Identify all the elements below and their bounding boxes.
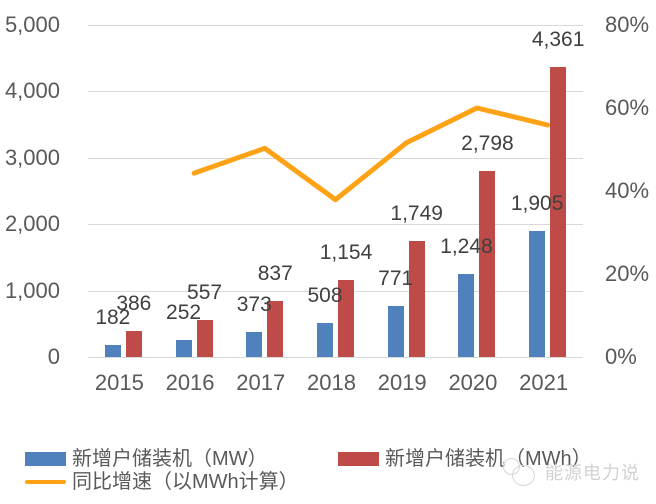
bar-mwh-2021 (550, 67, 567, 357)
x-axis-label-2017: 2017 (236, 370, 286, 395)
gridline (88, 357, 583, 358)
watermark: 能源电力说 (503, 458, 640, 486)
bar-mw-2020 (458, 274, 475, 357)
legend-item-mw: 新增户储装机（MW） (25, 448, 268, 470)
bar-mwh-2017 (267, 301, 284, 357)
watermark-text: 能源电力说 (545, 463, 640, 483)
data-label-mwh-2015: 386 (116, 292, 152, 316)
bar-mwh-2019 (408, 240, 425, 357)
gridline (88, 91, 583, 93)
data-label-mw-2018: 508 (307, 284, 343, 308)
left-axis-tick-label: 5,000 (4, 12, 60, 37)
data-label-mw-2017: 373 (236, 293, 272, 317)
data-label-mwh-2020: 2,798 (461, 132, 514, 156)
gridline (88, 25, 583, 26)
legend-swatch-mwh (338, 452, 379, 466)
x-axis-label-2021: 2021 (519, 370, 569, 395)
data-label-mwh-2021: 4,361 (531, 28, 585, 52)
bar-mwh-2018 (338, 280, 354, 357)
x-axis-label-2015: 2015 (94, 370, 144, 395)
gridline (88, 224, 583, 226)
x-axis-label-2020: 2020 (448, 370, 498, 395)
bar-mw-2016 (175, 340, 192, 357)
left-axis-tick-label: 4,000 (4, 78, 60, 104)
gridline (88, 290, 583, 292)
legend-label-mwh: 新增户储装机（MWh） (385, 448, 592, 470)
gridline (88, 157, 583, 159)
x-axis-label-2016: 2016 (165, 370, 215, 395)
data-label-mw-2016: 252 (166, 301, 202, 325)
right-axis-tick-label: 20% (605, 261, 650, 286)
watermark-logo-icon (503, 458, 541, 486)
x-axis-label-2018: 2018 (307, 370, 356, 395)
bar-mw-2015 (104, 344, 121, 357)
bar-mw-2021 (529, 230, 546, 357)
bar-mwh-2016 (196, 320, 213, 357)
legend-label-growth: 同比增速（以MWh计算） (72, 471, 299, 493)
legend-label-mw: 新增户储装机（MW） (72, 448, 268, 470)
legend-swatch-mw (25, 452, 66, 466)
left-axis-tick-label: 0 (47, 344, 60, 369)
right-axis-tick-label: 60% (605, 95, 650, 120)
data-label-mwh-2016: 557 (187, 281, 223, 304)
bar-mwh-2020 (479, 171, 496, 357)
data-label-mw-2020: 1,248 (440, 235, 493, 259)
left-axis-tick-label: 3,000 (4, 144, 60, 170)
bar-mwh-2015 (125, 331, 142, 357)
right-axis-tick-label: 80% (605, 12, 650, 37)
bar-mw-2017 (246, 332, 263, 357)
data-label-mwh-2017: 837 (257, 262, 293, 286)
left-axis-tick-label: 2,000 (4, 211, 60, 237)
growth-line (191, 105, 551, 203)
bar-mw-2019 (387, 305, 404, 357)
left-axis-tick-label: 1,000 (4, 277, 60, 303)
legend-swatch-growth-line (25, 479, 66, 485)
legend-item-growth: 同比增速（以MWh计算） (25, 471, 299, 493)
data-label-mw-2015: 182 (95, 305, 131, 329)
data-label-mw-2019: 771 (378, 266, 414, 290)
right-axis-tick-label: 40% (605, 178, 650, 203)
data-label-mwh-2019: 1,749 (390, 201, 443, 225)
legend-item-mwh: 新增户储装机（MWh） (338, 448, 592, 470)
bar-mw-2018 (317, 323, 333, 357)
x-axis-label-2019: 2019 (377, 370, 427, 395)
data-label-mwh-2018: 1,154 (319, 241, 373, 265)
data-label-mw-2021: 1,905 (510, 191, 564, 215)
right-axis-tick-label: 0% (605, 344, 637, 369)
